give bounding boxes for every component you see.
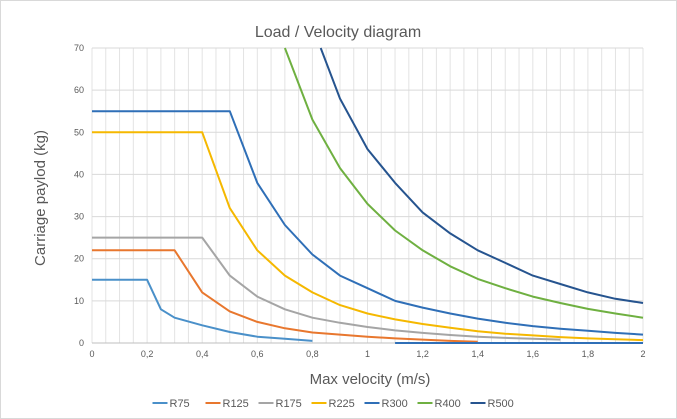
legend-label-r500: R500 [488, 398, 514, 410]
y-tick-label: 30 [74, 212, 84, 222]
y-tick-label: 40 [74, 169, 84, 179]
y-tick-label: 50 [74, 127, 84, 137]
x-tick-label: 1,6 [527, 349, 540, 359]
y-tick-label: 0 [79, 338, 84, 348]
x-axis-title: Max velocity (m/s) [310, 371, 431, 388]
x-tick-label: 0,4 [196, 349, 209, 359]
x-tick-label: 0,6 [251, 349, 264, 359]
series-line-r500 [319, 47, 644, 304]
y-tick-label: 70 [74, 43, 84, 53]
chart-title: Load / Velocity diagram [255, 24, 421, 41]
x-tick-label: 0,8 [306, 349, 319, 359]
y-axis-ticks: 0 10 20 30 40 50 60 70 [74, 43, 84, 348]
legend-label-r75: R75 [170, 398, 190, 410]
x-axis-ticks: 0 0,2 0,4 0,6 0,8 1 1,2 1,4 1,6 1,8 2 [89, 349, 645, 359]
x-tick-label: 1,2 [416, 349, 429, 359]
x-tick-label: 1 [365, 349, 370, 359]
x-tick-label: 1,4 [471, 349, 484, 359]
series-line-r125 [92, 249, 478, 343]
series-lines [92, 47, 644, 344]
y-tick-label: 10 [74, 296, 84, 306]
legend-label-r125: R125 [223, 398, 249, 410]
x-tick-label: 0 [89, 349, 94, 359]
grid-lines [91, 47, 644, 344]
legend-label-r400: R400 [435, 398, 461, 410]
y-tick-label: 60 [74, 85, 84, 95]
x-tick-label: 2 [640, 349, 645, 359]
x-tick-label: 1,8 [582, 349, 595, 359]
series-line-r400 [283, 47, 644, 319]
series-line-r300 [92, 110, 644, 336]
legend-label-r175: R175 [276, 398, 302, 410]
legend-label-r300: R300 [382, 398, 408, 410]
series-line-r75 [92, 278, 313, 342]
legend: R75 R125 R175 R225 R300 R400 R500 [152, 398, 514, 410]
legend-label-r225: R225 [329, 398, 355, 410]
y-axis-title: Carriage paylod (kg) [32, 130, 49, 266]
series-line-r175 [92, 236, 561, 341]
series-line-r225 [92, 131, 644, 342]
y-tick-label: 20 [74, 254, 84, 264]
x-tick-label: 0,2 [141, 349, 154, 359]
